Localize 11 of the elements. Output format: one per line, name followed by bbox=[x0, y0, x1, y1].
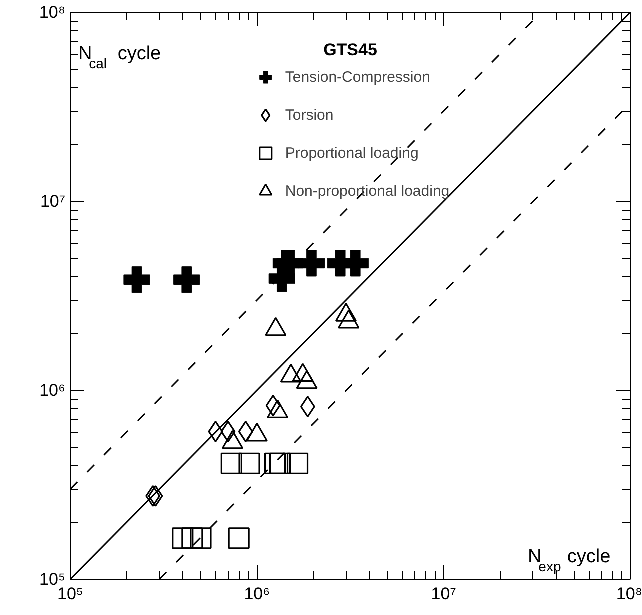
text: GTS45 bbox=[324, 40, 378, 60]
legend-label: Torsion bbox=[285, 106, 334, 124]
y-tick-label: 10⁸ bbox=[39, 3, 66, 22]
legend-label: Tension-Compression bbox=[285, 68, 430, 86]
legend-label: Non-proportional loading bbox=[285, 182, 450, 200]
y-tick-label: 10⁶ bbox=[40, 381, 66, 400]
x-tick-label: 10⁶ bbox=[244, 584, 270, 604]
x-tick-label: 10⁸ bbox=[616, 584, 642, 604]
x-tick-label: 10⁷ bbox=[431, 584, 456, 604]
y-tick-label: 10⁷ bbox=[40, 192, 66, 211]
legend-label: Proportional loading bbox=[285, 144, 419, 162]
